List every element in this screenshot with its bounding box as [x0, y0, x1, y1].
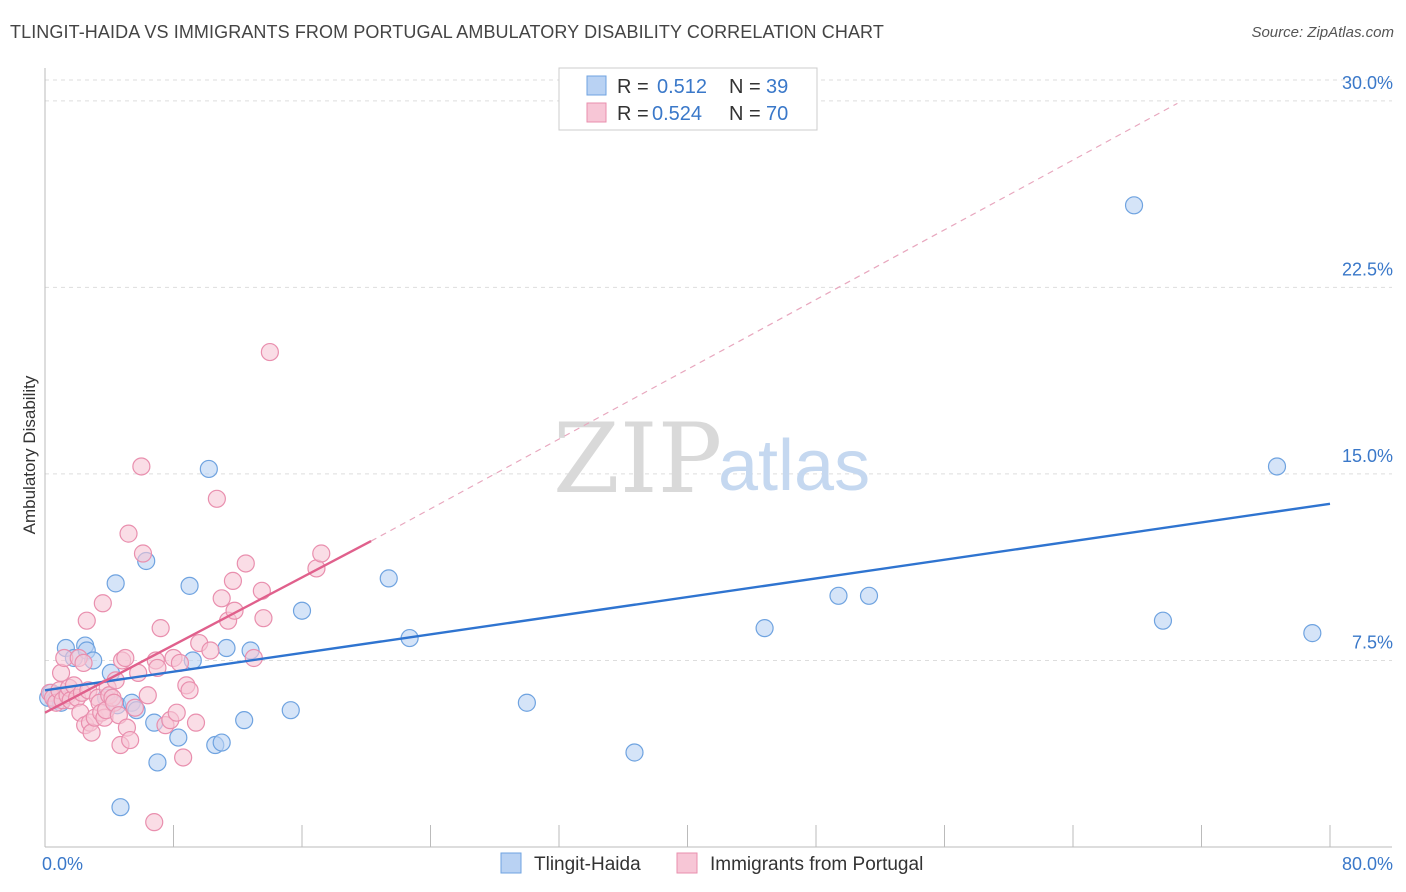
trend-line-tlingit-haida	[44, 502, 1331, 692]
point-portugal	[207, 489, 226, 508]
legend-n-label-1: N =	[729, 103, 761, 125]
point-tlingit-haida	[199, 459, 218, 479]
x-tick-label: 0.0%	[42, 854, 83, 874]
point-tlingit-haida	[379, 569, 398, 588]
point-portugal	[223, 571, 243, 590]
chart-title: TLINGIT-HAIDA VS IMMIGRANTS FROM PORTUGA…	[10, 22, 884, 42]
y-tick-label: 30.0%	[1342, 73, 1393, 93]
point-tlingit-haida	[1124, 196, 1144, 215]
legend-swatch-tlingit	[586, 75, 607, 96]
point-tlingit-haida	[169, 728, 188, 747]
point-tlingit-haida	[1303, 624, 1322, 643]
watermark-zip: ZIP	[553, 403, 722, 515]
legend-n-value-0: 39	[766, 76, 788, 98]
trend-line-portugal	[44, 540, 372, 714]
y-tick-labels: 7.5% 15.0% 22.5% 30.0%	[1342, 73, 1393, 653]
source-label: Source: ZipAtlas.com	[1251, 24, 1394, 41]
legend-r-label-1: R =	[617, 103, 649, 125]
watermark-atlas: atlas	[718, 426, 870, 506]
legend-swatch-portugal	[586, 102, 607, 123]
point-tlingit-haida	[829, 586, 848, 605]
point-portugal	[82, 723, 101, 742]
point-portugal	[186, 713, 206, 732]
bottom-legend: Tlingit-Haida Immigrants from Portugal	[500, 852, 923, 875]
point-portugal	[201, 641, 220, 660]
legend-r-value-1: 0.524	[652, 103, 702, 125]
point-portugal	[138, 686, 157, 705]
bottom-legend-label-portugal: Immigrants from Portugal	[710, 854, 923, 875]
point-portugal	[312, 544, 331, 563]
point-portugal	[132, 457, 151, 476]
point-portugal	[151, 619, 170, 638]
point-portugal	[133, 544, 153, 563]
point-portugal	[254, 609, 273, 628]
point-portugal	[212, 589, 231, 608]
point-portugal	[116, 648, 135, 668]
point-tlingit-haida	[755, 619, 774, 638]
trend-extension-portugal	[370, 102, 1178, 542]
y-tick-label: 7.5%	[1352, 632, 1393, 652]
point-portugal	[260, 342, 279, 362]
y-tick-label: 15.0%	[1342, 446, 1393, 466]
top-legend: R = 0.512 N = 39 R = 0.524 N = 70	[558, 67, 818, 131]
point-tlingit-haida	[180, 576, 199, 595]
legend-r-value-0: 0.512	[657, 76, 707, 98]
point-portugal	[180, 681, 199, 700]
point-tlingit-haida	[1267, 457, 1287, 476]
bottom-legend-swatch-portugal	[676, 852, 698, 874]
y-tick-label: 22.5%	[1342, 259, 1393, 279]
point-tlingit-haida	[212, 733, 231, 752]
point-tlingit-haida	[292, 601, 312, 620]
point-tlingit-haida	[281, 701, 300, 720]
x-tick-labels: 0.0% 80.0%	[42, 854, 1393, 874]
axes	[44, 68, 1392, 848]
bottom-legend-label-tlingit: Tlingit-Haida	[534, 854, 641, 875]
trend-lines	[44, 102, 1331, 714]
point-tlingit-haida	[106, 574, 125, 593]
point-tlingit-haida	[1153, 611, 1173, 630]
point-portugal	[119, 524, 138, 543]
point-tlingit-haida	[148, 753, 167, 772]
legend-n-label-0: N =	[729, 76, 761, 98]
point-tlingit-haida	[235, 711, 254, 730]
point-portugal	[167, 703, 186, 722]
point-tlingit-haida	[217, 638, 236, 658]
point-portugal	[121, 730, 140, 750]
point-portugal	[145, 813, 164, 832]
legend-n-value-1: 70	[766, 103, 788, 125]
point-portugal	[51, 663, 71, 683]
point-portugal	[74, 653, 93, 673]
legend-r-label-0: R =	[617, 76, 649, 98]
point-tlingit-haida	[625, 743, 644, 762]
point-portugal	[93, 594, 112, 613]
x-tick-label: 80.0%	[1342, 854, 1393, 874]
point-portugal	[77, 611, 96, 630]
y-axis-label: Ambulatory Disability	[20, 375, 39, 534]
point-tlingit-haida	[517, 693, 536, 712]
point-portugal	[174, 748, 193, 767]
point-portugal	[125, 698, 145, 717]
point-tlingit-haida	[111, 798, 130, 817]
bottom-legend-swatch-tlingit	[500, 852, 522, 874]
point-tlingit-haida	[859, 586, 879, 605]
watermark: ZIP atlas	[553, 403, 870, 515]
grid-lines	[45, 79, 1392, 661]
point-portugal	[236, 554, 255, 573]
